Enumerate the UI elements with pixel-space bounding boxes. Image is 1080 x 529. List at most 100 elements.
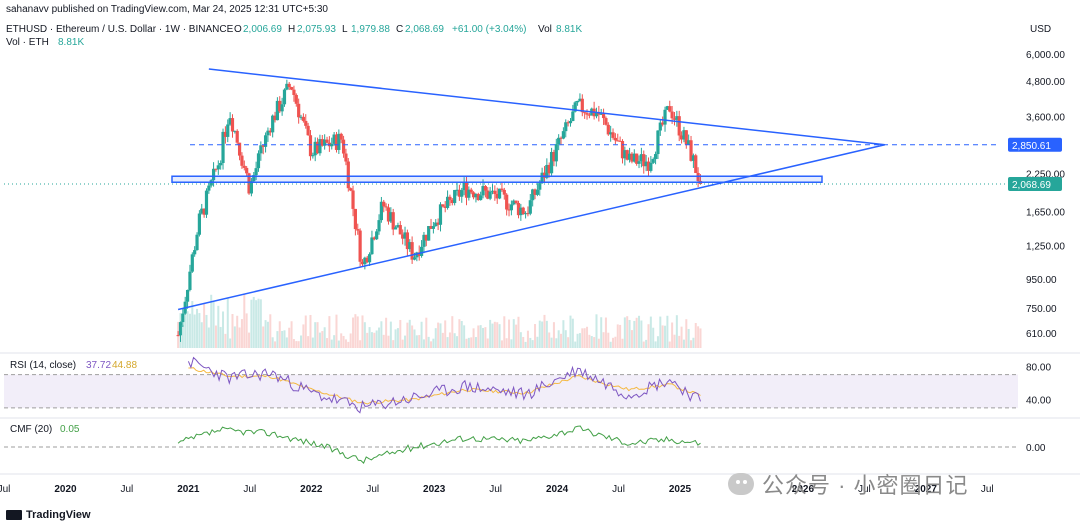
candle-body — [623, 150, 627, 159]
candle-body — [271, 115, 275, 133]
volume-bar — [614, 336, 617, 348]
ohlc-label-h: H — [288, 24, 295, 35]
volume-bar — [283, 330, 286, 348]
volume-bar — [557, 330, 560, 348]
candle-body — [200, 208, 204, 214]
candle-body — [455, 189, 459, 191]
candle-body — [313, 141, 317, 156]
volume-bar — [387, 335, 390, 348]
volume-bar — [344, 339, 347, 348]
candle-body — [646, 161, 651, 171]
ohlc-readout: O 2,006.69 H 2,075.93 L 1,979.88 C 2,068.69 +61.… — [234, 24, 582, 35]
tradingview-logo[interactable]: TradingView — [6, 509, 91, 521]
volume-bar — [524, 341, 527, 348]
volume-bar — [328, 316, 331, 348]
volume-bar — [470, 337, 473, 348]
volume-bar — [316, 322, 319, 348]
candle-body — [443, 206, 447, 208]
volume-bar — [659, 316, 662, 348]
candle-body — [429, 226, 433, 229]
candle-body — [351, 190, 355, 209]
symbol-title[interactable]: ETHUSD · Ethereum / U.S. Dollar · 1W · B… — [6, 24, 234, 35]
candle-body — [677, 116, 681, 136]
candle-body — [635, 153, 639, 164]
candle-body — [398, 225, 402, 235]
rsi-legend-value: 37.72 — [86, 360, 111, 371]
candle-body — [363, 257, 367, 265]
candle-body — [453, 189, 457, 204]
volume-bar — [607, 332, 610, 348]
volume-bar — [252, 296, 255, 348]
volume-bar — [526, 330, 529, 348]
volume-bar — [538, 320, 541, 348]
volume-bar — [578, 333, 581, 348]
candle-body — [415, 252, 419, 258]
volume-bar — [330, 339, 333, 348]
volume-bar — [399, 319, 402, 348]
time-axis-year-label: 2020 — [54, 484, 77, 495]
volume-bar — [529, 337, 532, 348]
currency-label: USD — [1030, 24, 1051, 35]
price-pane[interactable]: 610.00 750.00 950.00 1,250.00 1,650.00 2,250.… — [4, 50, 1065, 348]
volume-bar — [404, 335, 407, 348]
volume-bar — [439, 323, 442, 348]
volume-bar — [181, 324, 184, 348]
volume-bar — [302, 324, 305, 348]
candle-body — [242, 165, 246, 168]
volume-bar — [389, 321, 392, 348]
time-axis-month-label: Jul — [981, 484, 994, 495]
volume-bar — [196, 308, 199, 348]
volume-bar — [649, 316, 652, 348]
candle-body — [240, 155, 244, 166]
candle-body — [687, 140, 691, 145]
candle-body — [375, 231, 379, 240]
candle-body — [221, 131, 225, 163]
watermark: 公众号 · 小密圈日记 — [728, 468, 969, 500]
candle-body — [552, 151, 556, 162]
volume-bar — [503, 316, 506, 348]
volume-bar — [678, 335, 681, 348]
candle-body — [547, 164, 551, 174]
last-price-badge — [1008, 176, 1062, 191]
cmf-pane[interactable]: 0.00 — [4, 425, 1046, 464]
volume-bar — [576, 333, 579, 348]
candle-body — [682, 130, 686, 140]
candle-body — [379, 201, 383, 221]
volume-bar — [236, 315, 239, 348]
volume-bar — [446, 337, 449, 348]
price-tick-label: 750.00 — [1026, 304, 1057, 315]
volume-bar — [217, 305, 220, 348]
volume-bar — [212, 301, 215, 348]
candle-body — [611, 132, 615, 138]
volume-bar — [422, 339, 425, 348]
candle-body — [670, 111, 674, 119]
candle-body — [507, 209, 511, 211]
candle-body — [188, 271, 192, 290]
volume-bar — [590, 336, 593, 348]
candle-body — [679, 135, 684, 140]
candle-body — [568, 120, 573, 124]
candle-body — [538, 183, 542, 190]
volume-bar — [687, 328, 690, 348]
candle-body — [450, 199, 454, 204]
candle-body — [521, 207, 525, 215]
volume-bar — [219, 326, 222, 348]
volume-bar — [361, 315, 364, 348]
candle-body — [597, 112, 601, 115]
rsi-pane[interactable]: 80.00 40.00 — [4, 356, 1051, 414]
candle-body — [559, 137, 563, 139]
candle-body — [417, 252, 421, 256]
candle-body — [644, 161, 648, 167]
publisher-line: sahanavv published on TradingView.com, M… — [6, 4, 328, 15]
candle-body — [471, 192, 476, 198]
candle-body — [330, 143, 334, 147]
volume-bar — [633, 320, 636, 348]
time-axis-year-label: 2026 — [792, 484, 815, 495]
volume-bar — [229, 338, 232, 348]
volume-bar — [373, 332, 376, 348]
volume-bar — [326, 338, 329, 348]
volume-bar — [262, 326, 265, 348]
candle-body — [245, 167, 249, 174]
time-axis-month-label: Jul — [612, 484, 625, 495]
